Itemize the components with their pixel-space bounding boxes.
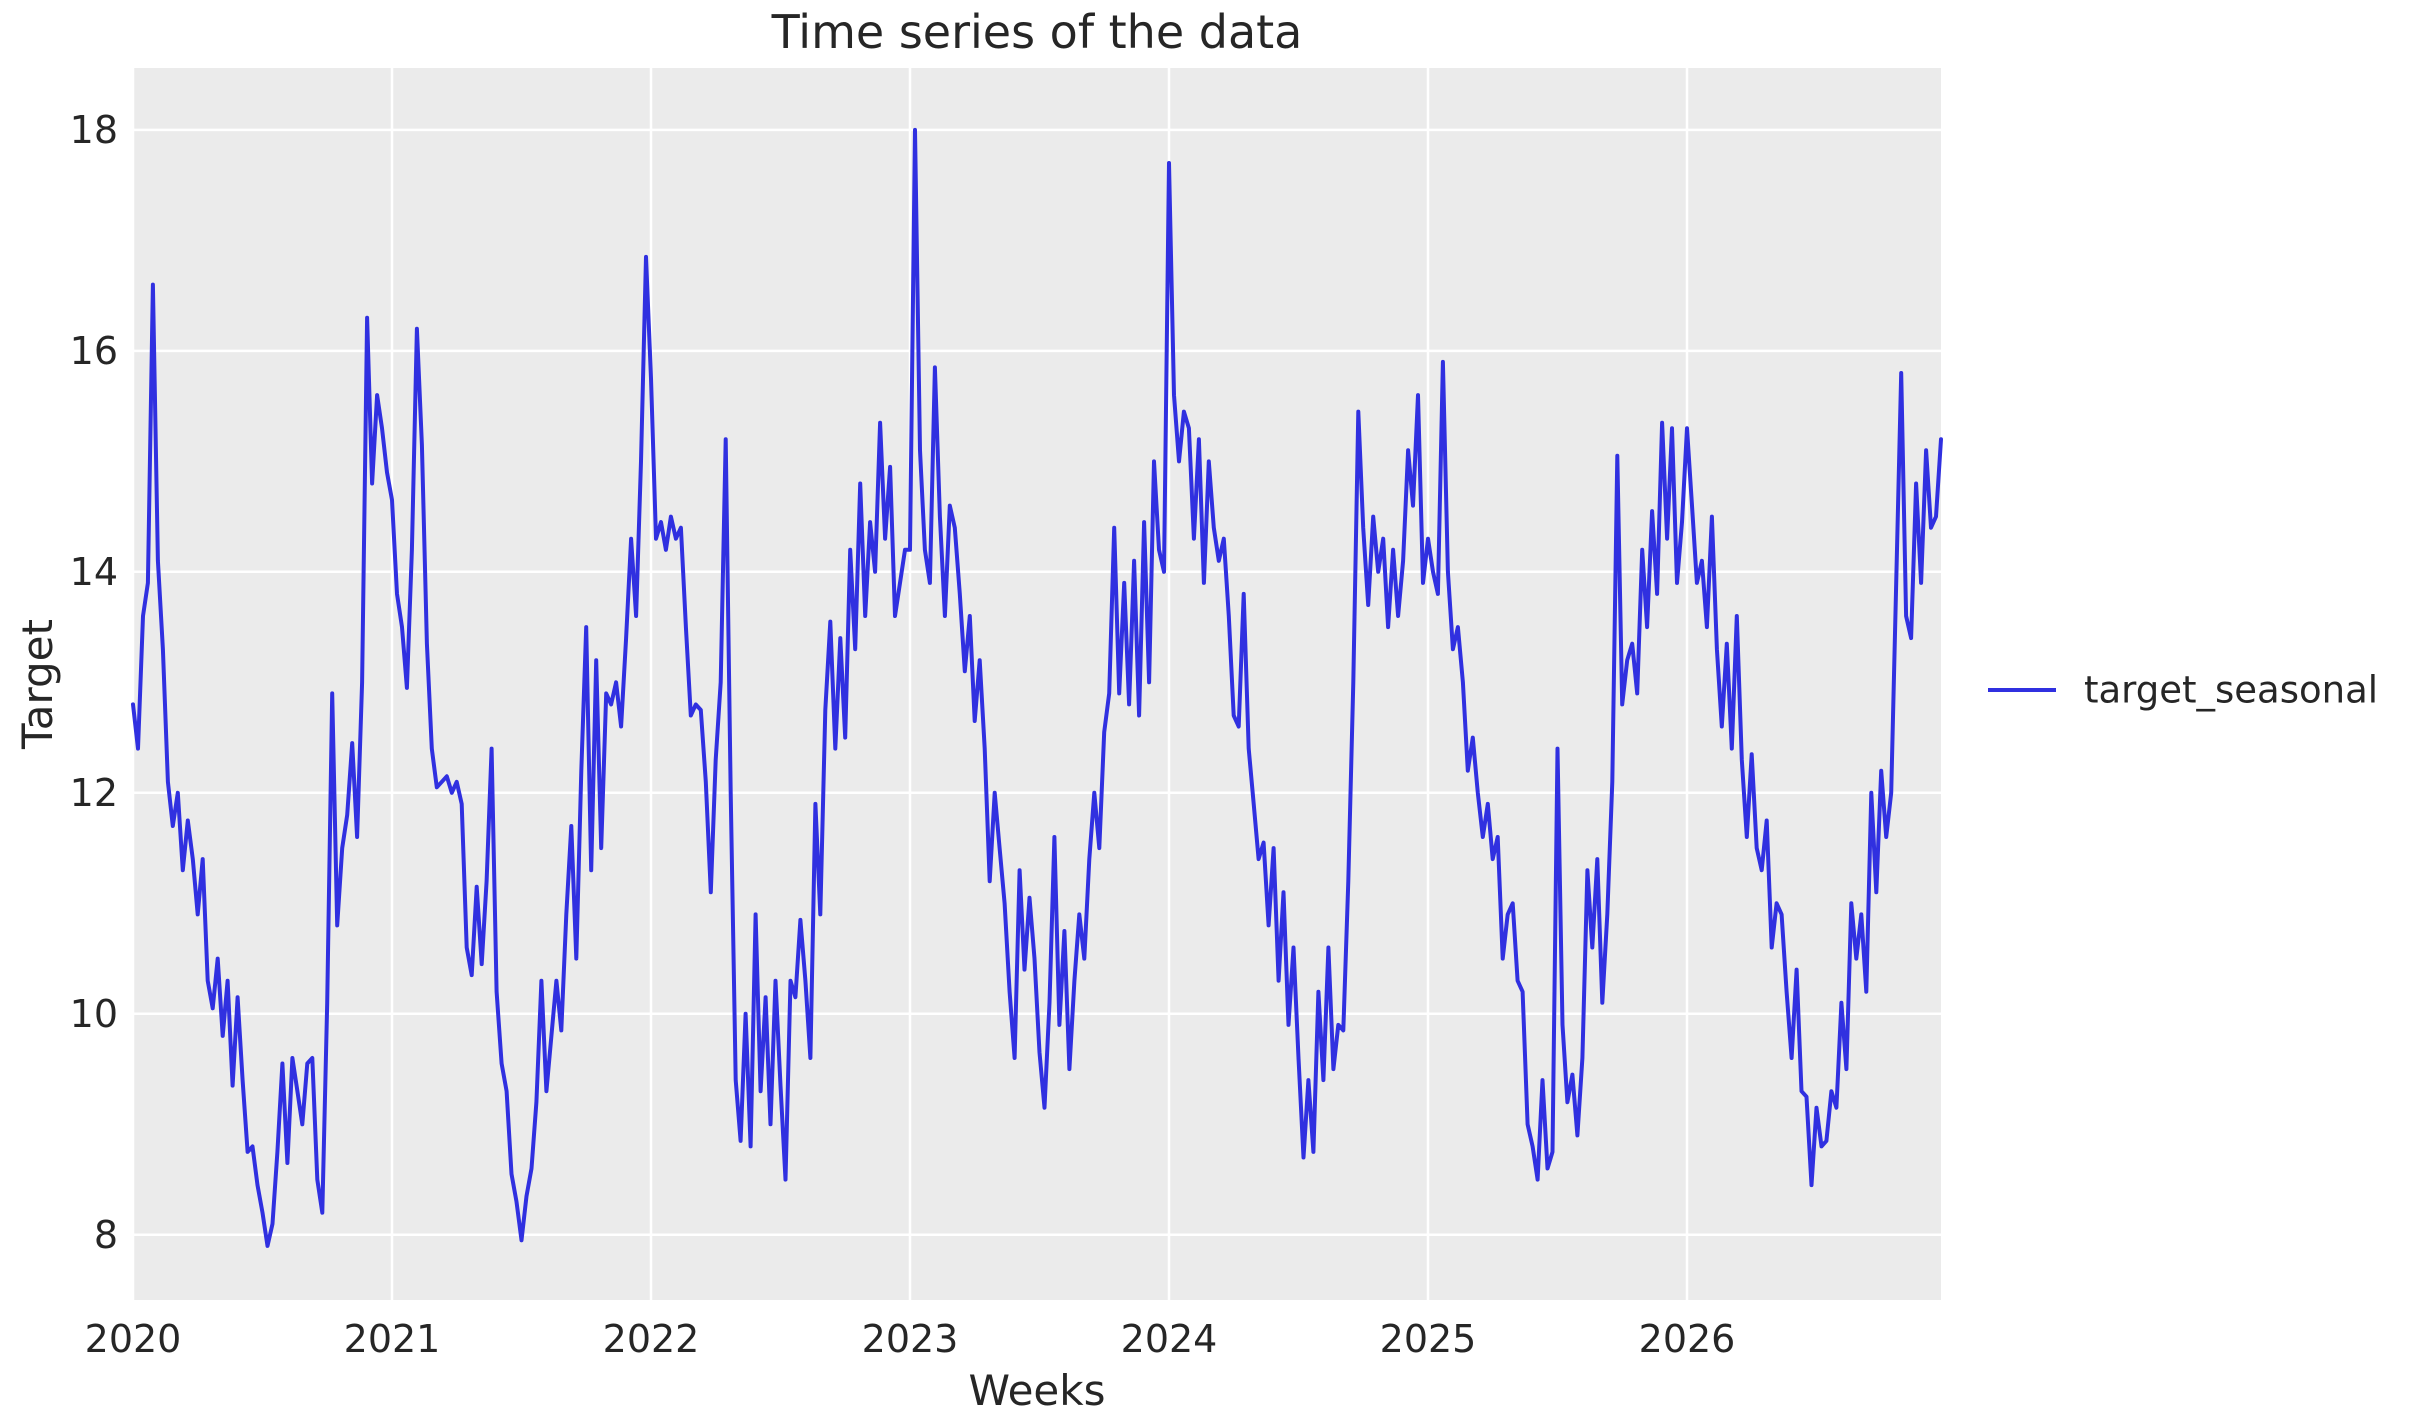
series-line-group [131,127,1943,1248]
y-tick-label: 14 [70,550,118,594]
chart-title: Time series of the data [771,5,1303,59]
x-tick-label: 2020 [85,1317,182,1361]
x-tick-labels: 2020 2021 2022 2023 2024 2025 2026 [85,1317,1736,1361]
legend: target_seasonal [1988,669,2378,712]
x-tick-label: 2024 [1121,1317,1218,1361]
series-line-target-seasonal [131,127,1943,1248]
x-tick-label: 2026 [1639,1317,1736,1361]
y-tick-label: 16 [70,329,118,373]
y-tick-label: 8 [94,1213,118,1257]
y-axis-label: Target [13,619,62,750]
plot-area [133,68,1941,1300]
y-tick-labels: 8 10 12 14 16 18 [70,108,118,1257]
y-tick-label: 18 [70,108,118,152]
y-tick-label: 12 [70,771,118,815]
legend-label: target_seasonal [2084,669,2378,712]
x-tick-label: 2021 [344,1317,441,1361]
x-tick-label: 2025 [1380,1317,1477,1361]
y-tick-label: 10 [70,992,118,1036]
x-tick-label: 2022 [603,1317,700,1361]
x-axis-label: Weeks [969,1366,1106,1415]
x-tick-label: 2023 [862,1317,959,1361]
